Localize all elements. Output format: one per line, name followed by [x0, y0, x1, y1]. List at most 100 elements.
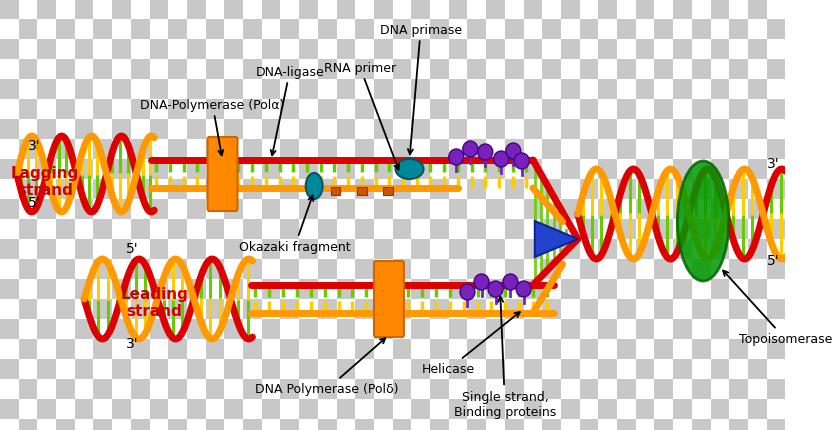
Bar — [654, 419, 673, 430]
Bar — [729, 399, 748, 419]
Bar — [337, 419, 355, 430]
Bar — [299, 240, 318, 259]
Bar — [617, 399, 636, 419]
Bar — [113, 140, 131, 160]
Text: DNA primase: DNA primase — [380, 24, 462, 155]
Bar — [392, 120, 412, 140]
Bar — [412, 339, 430, 359]
Bar — [430, 40, 449, 60]
Bar — [75, 379, 93, 399]
Bar — [430, 20, 449, 40]
Bar — [299, 280, 318, 299]
Bar — [468, 180, 486, 200]
Bar — [767, 219, 785, 240]
Bar — [430, 160, 449, 180]
Bar — [392, 160, 412, 180]
Bar — [113, 399, 131, 419]
Bar — [355, 160, 374, 180]
Bar — [729, 100, 748, 120]
Bar — [543, 20, 561, 40]
Bar — [748, 299, 767, 319]
Bar — [374, 120, 392, 140]
Bar — [486, 40, 505, 60]
Bar — [355, 419, 374, 430]
Bar — [131, 219, 150, 240]
Bar — [692, 299, 711, 319]
Bar — [561, 419, 580, 430]
Bar — [224, 359, 243, 379]
Bar — [580, 120, 598, 140]
Bar — [392, 200, 412, 219]
Bar — [523, 40, 543, 60]
Bar — [262, 80, 281, 100]
Bar — [449, 319, 468, 339]
Bar — [299, 120, 318, 140]
Bar — [281, 339, 299, 359]
Bar — [580, 20, 598, 40]
Bar — [355, 399, 374, 419]
Bar — [505, 359, 523, 379]
Bar — [392, 219, 412, 240]
Circle shape — [474, 274, 489, 290]
Bar — [337, 180, 355, 200]
Bar — [580, 80, 598, 100]
Bar — [468, 399, 486, 419]
Bar — [430, 259, 449, 280]
Bar — [243, 40, 262, 60]
Bar — [337, 0, 355, 20]
Bar — [168, 219, 187, 240]
Bar — [505, 120, 523, 140]
Polygon shape — [535, 221, 578, 258]
Bar — [93, 140, 113, 160]
Ellipse shape — [677, 162, 729, 281]
Bar — [580, 140, 598, 160]
Bar — [262, 319, 281, 339]
Bar — [93, 100, 113, 120]
Bar — [767, 20, 785, 40]
Bar — [18, 100, 38, 120]
Bar — [38, 100, 56, 120]
Bar — [486, 140, 505, 160]
Bar — [468, 60, 486, 80]
Bar — [262, 100, 281, 120]
Bar — [56, 60, 75, 80]
Bar — [318, 339, 337, 359]
Bar — [748, 40, 767, 60]
Bar — [486, 299, 505, 319]
Bar — [392, 280, 412, 299]
Bar — [392, 60, 412, 80]
Bar — [617, 100, 636, 120]
Bar — [692, 60, 711, 80]
Bar — [654, 140, 673, 160]
Bar — [243, 100, 262, 120]
Bar — [785, 399, 804, 419]
Bar — [449, 0, 468, 20]
Bar — [767, 200, 785, 219]
Bar — [636, 259, 654, 280]
Bar — [131, 419, 150, 430]
Bar — [113, 200, 131, 219]
Bar — [468, 219, 486, 240]
Bar — [374, 240, 392, 259]
Bar — [468, 140, 486, 160]
Circle shape — [460, 284, 475, 300]
Bar — [224, 140, 243, 160]
Bar — [412, 399, 430, 419]
Bar — [523, 60, 543, 80]
Bar — [673, 419, 692, 430]
Bar — [18, 140, 38, 160]
Bar — [150, 180, 168, 200]
Bar — [486, 259, 505, 280]
Bar — [654, 280, 673, 299]
Bar — [654, 60, 673, 80]
Bar — [355, 200, 374, 219]
Bar — [748, 180, 767, 200]
Bar — [150, 120, 168, 140]
Bar — [337, 299, 355, 319]
Bar — [505, 240, 523, 259]
Bar — [468, 419, 486, 430]
Bar — [113, 280, 131, 299]
Bar — [56, 339, 75, 359]
Text: Lagging
strand: Lagging strand — [11, 166, 79, 198]
Bar — [561, 20, 580, 40]
